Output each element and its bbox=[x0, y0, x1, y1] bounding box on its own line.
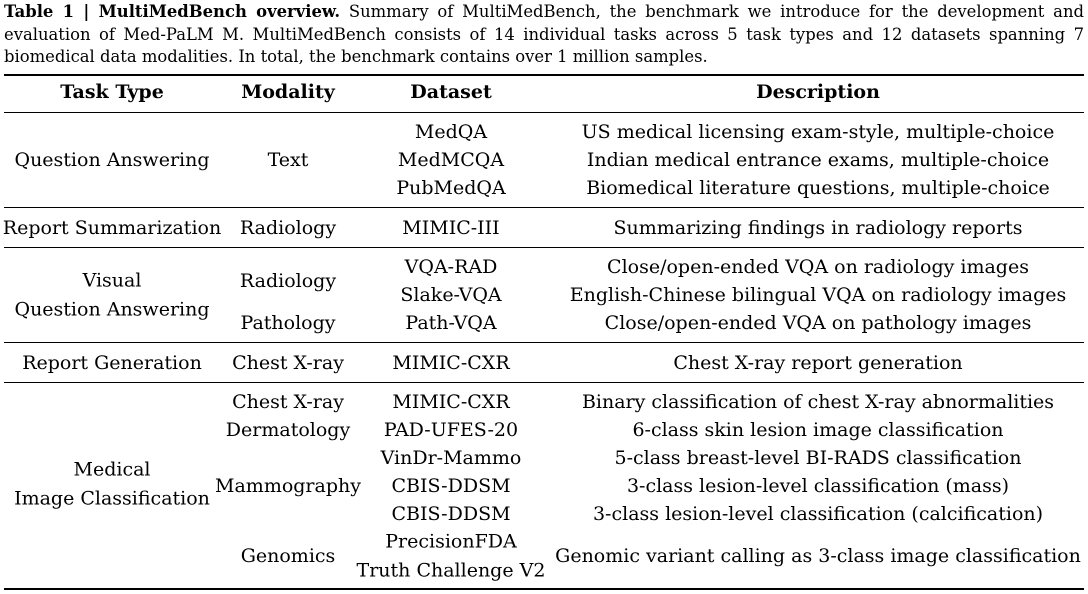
modality-cell: Pathology bbox=[240, 312, 336, 334]
dataset-line: Truth Challenge V2 bbox=[356, 559, 546, 581]
dataset-cell: MedMCQA bbox=[397, 149, 505, 171]
header-dataset: Dataset bbox=[410, 81, 492, 103]
group-rule bbox=[4, 382, 1084, 383]
header-modality: Modality bbox=[241, 81, 335, 103]
modality-cell: Radiology bbox=[239, 217, 337, 239]
dataset-cell: MIMIC-CXR bbox=[392, 352, 510, 374]
task-type-cell: Report Summarization bbox=[2, 217, 222, 239]
dataset-cell: PubMedQA bbox=[396, 177, 506, 199]
modality-cell: Mammography bbox=[215, 475, 361, 497]
header-task-type: Task Type bbox=[60, 81, 164, 103]
header-description: Description bbox=[756, 81, 880, 103]
bottom-rule bbox=[4, 588, 1084, 590]
dataset-cell: Path-VQA bbox=[405, 312, 497, 334]
group-rule bbox=[4, 342, 1084, 343]
description-cell: Binary classification of chest X-ray abn… bbox=[581, 391, 1055, 413]
description-cell: Biomedical literature questions, multipl… bbox=[586, 177, 1050, 199]
modality-cell: Text bbox=[267, 149, 309, 171]
dataset-cell: MIMIC-CXR bbox=[392, 391, 510, 413]
task-type-line: Visual bbox=[82, 269, 142, 292]
modality-cell: Chest X-ray bbox=[232, 391, 344, 413]
task-type-line: Question Answering bbox=[14, 298, 210, 320]
task-type-line: Image Classification bbox=[14, 487, 210, 509]
modality-cell: Genomics bbox=[240, 545, 336, 567]
description-cell: 6-class skin lesion image classification bbox=[632, 419, 1004, 441]
dataset-cell: MIMIC-III bbox=[402, 217, 500, 239]
group-rule bbox=[4, 207, 1084, 208]
dataset-cell: VinDr-Mammo bbox=[380, 447, 522, 469]
description-cell: Genomic variant calling as 3-class image… bbox=[555, 545, 1081, 567]
description-cell: 5-class breast-level BI-RADS classificat… bbox=[614, 447, 1022, 469]
caption-label: Table 1 | MultiMedBench overview. bbox=[4, 2, 341, 21]
description-cell: Close/open-ended VQA on radiology images bbox=[607, 256, 1029, 278]
task-type-cell: Medical Image Classification bbox=[14, 456, 210, 513]
modality-cell: Radiology bbox=[239, 270, 337, 292]
table-caption: Table 1 | MultiMedBench overview. Summar… bbox=[4, 1, 1084, 69]
description-cell: 3-class lesion-level classification (cal… bbox=[592, 503, 1044, 525]
dataset-line: PrecisionFDA bbox=[385, 530, 517, 553]
dataset-cell: CBIS-DDSM bbox=[391, 475, 511, 497]
task-type-cell: Question Answering bbox=[14, 149, 210, 171]
description-cell: Summarizing findings in radiology report… bbox=[613, 217, 1023, 239]
group-rule bbox=[4, 247, 1084, 248]
description-cell: 3-class lesion-level classification (mas… bbox=[626, 475, 1010, 497]
dataset-cell: PrecisionFDA Truth Challenge V2 bbox=[357, 528, 546, 585]
dataset-cell: MedQA bbox=[414, 121, 488, 143]
dataset-cell: VQA-RAD bbox=[404, 256, 498, 278]
description-cell: Chest X-ray report generation bbox=[673, 352, 963, 374]
description-cell: English-Chinese bilingual VQA on radiolo… bbox=[569, 284, 1067, 306]
dataset-cell: Slake-VQA bbox=[400, 284, 502, 306]
description-cell: Close/open-ended VQA on pathology images bbox=[604, 312, 1032, 334]
caption-text: Summary of MultiMedBench, the benchmark … bbox=[4, 2, 1084, 66]
task-type-cell: Report Generation bbox=[22, 352, 202, 374]
modality-cell: Dermatology bbox=[225, 419, 351, 441]
dataset-cell: CBIS-DDSM bbox=[391, 503, 511, 525]
task-type-cell: Visual Question Answering bbox=[14, 267, 209, 324]
top-rule bbox=[4, 74, 1084, 76]
task-type-line: Medical bbox=[73, 458, 151, 481]
dataset-cell: PAD-UFES-20 bbox=[383, 419, 519, 441]
description-cell: Indian medical entrance exams, multiple-… bbox=[586, 149, 1050, 171]
modality-cell: Chest X-ray bbox=[232, 352, 344, 374]
header-rule bbox=[4, 112, 1084, 113]
description-cell: US medical licensing exam-style, multipl… bbox=[581, 121, 1055, 143]
